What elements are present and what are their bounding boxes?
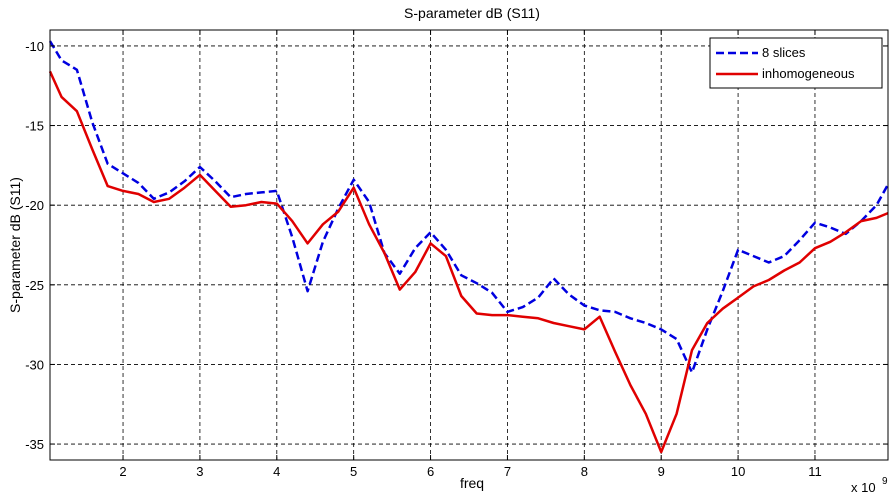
plot-area-frame	[49, 29, 889, 461]
y-tick-label: -35	[25, 437, 44, 452]
x-tick-label: 9	[658, 464, 665, 479]
series-line-8-slices	[48, 40, 890, 374]
y-tick-label: -10	[25, 39, 44, 54]
x-multiplier-base: x 10	[851, 480, 876, 495]
plot-lines	[48, 40, 890, 454]
x-tick-label: 7	[504, 464, 511, 479]
legend: 8 slices inhomogeneous	[709, 37, 883, 89]
x-tick-label: 2	[119, 464, 126, 479]
x-tick-group: 2 3 4 5 6 7 8 9 10 11	[119, 30, 822, 479]
x-multiplier-exponent: 9	[882, 476, 888, 487]
legend-label-inhomogeneous: inhomogeneous	[762, 66, 855, 81]
y-tick-group: -35 -30 -25 -20 -15 -10	[25, 39, 888, 452]
y-tick-label: -25	[25, 278, 44, 293]
legend-label-8-slices: 8 slices	[762, 45, 806, 60]
x-tick-label: 11	[808, 464, 822, 479]
x-tick-label: 4	[273, 464, 280, 479]
x-tick-label: 6	[427, 464, 434, 479]
y-tick-label: -15	[25, 119, 44, 134]
legend-box	[709, 37, 883, 89]
chart-title: S-parameter dB (S11)	[404, 5, 540, 21]
x-tick-label: 10	[731, 464, 745, 479]
x-axis-label: freq	[460, 475, 484, 491]
y-axis-label: S-parameter dB (S11)	[7, 177, 23, 313]
x-tick-label: 3	[196, 464, 203, 479]
x-tick-label: 8	[581, 464, 588, 479]
x-multiplier: x 10 9	[851, 476, 888, 495]
y-tick-label: -30	[25, 357, 44, 372]
x-tick-label: 5	[350, 464, 357, 479]
grid	[50, 30, 888, 460]
series-line-inhomogeneous	[48, 70, 889, 454]
y-tick-label: -20	[25, 198, 44, 213]
